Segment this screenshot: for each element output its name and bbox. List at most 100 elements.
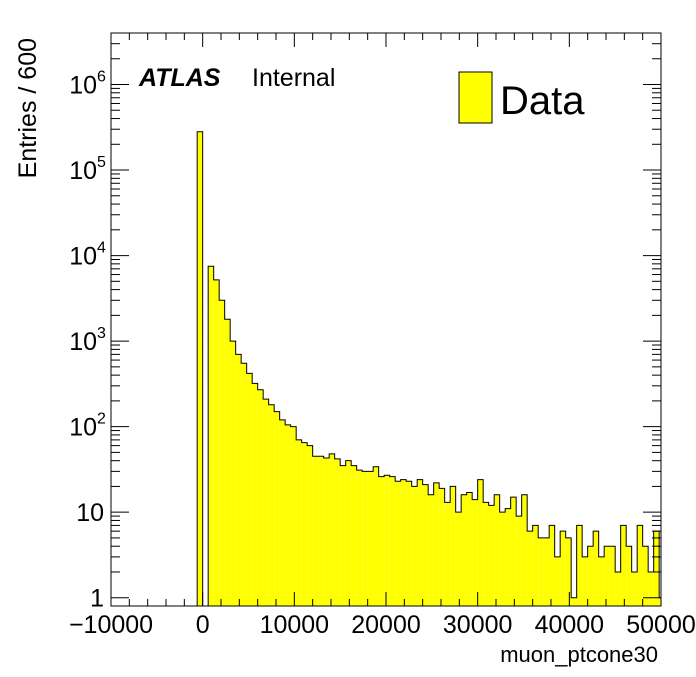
histogram-bar [384,475,390,606]
histogram-bar [312,456,319,606]
histogram-bar [626,546,632,606]
histogram-bar [516,516,522,606]
histogram-bar [477,479,484,606]
histogram-bar [527,531,533,606]
histogram-bar [653,531,660,606]
histogram-bar [318,456,324,606]
y-tick-label: 10 [69,157,97,185]
histogram-bar [571,597,577,606]
histogram-bar [472,499,478,606]
histogram-bar [587,546,594,606]
histogram-bar [301,442,308,606]
histogram-bar [296,439,302,606]
histogram-bar [395,481,401,606]
histogram-bar [334,458,341,606]
y-tick-exponent: 4 [97,240,106,257]
x-tick-label: 40000 [535,611,605,639]
y-tick-label: 10 [69,243,97,271]
x-ticks: −10000 0 10000 20000 30000 40000 50000 [69,33,696,639]
histogram-bar [642,546,649,606]
x-tick-label: 10000 [260,611,330,639]
y-tick-exponent: 2 [97,411,106,428]
histogram-bar [560,531,566,606]
x-tick-label: −10000 [69,611,153,639]
histogram-bar [461,494,467,606]
y-tick-exponent: 5 [97,154,106,171]
histogram-bar [389,476,396,606]
histogram-bar [252,383,258,606]
y-tick-label: 10 [69,414,97,442]
histogram-bar [428,494,434,606]
histogram-bar [362,471,368,606]
histogram-bar [637,525,643,606]
y-tick-label: 10 [76,499,104,527]
histogram-bar [268,404,275,606]
histogram-bar [290,426,297,606]
histogram-bar [307,445,313,606]
histogram-bar [263,399,269,606]
histogram-bar [543,537,550,606]
y-tick-exponent: 6 [97,68,106,85]
histogram-bar [373,466,379,606]
histogram-bar [615,571,621,606]
histogram-bar [345,460,352,606]
histogram-bar [631,571,638,606]
histogram-bar [235,354,242,606]
histogram-bar [576,525,583,606]
histogram-bar [422,484,429,606]
histogram-bar [406,481,412,606]
histogram-bar [450,486,456,606]
y-axis-label: Entries / 600 [14,38,42,178]
histogram-bar [340,465,346,606]
histogram-bar [285,424,291,606]
histogram-bar [257,389,264,606]
histogram-bar [521,494,528,606]
histogram-bar [466,492,473,606]
histogram-bar [323,457,330,606]
histogram-bar [356,470,363,606]
histogram-bar [367,471,374,606]
histogram-bar [609,546,616,606]
histogram-bar [598,556,605,606]
histogram-bar [197,131,203,606]
histogram-bar [510,497,517,606]
histogram-bar [444,502,451,606]
histogram-bar [219,300,225,606]
histogram-bar [241,363,247,606]
histogram-bar [378,476,385,606]
histogram-bar [400,479,407,606]
x-axis-label: muon_ptcone30 [500,642,658,667]
x-tick-label: 30000 [443,611,513,639]
histogram-bar [483,502,489,606]
histogram-bar [532,525,539,606]
y-tick-label: 10 [69,328,97,356]
x-tick-label: 20000 [351,611,421,639]
histogram-bar [224,319,231,606]
x-tick-label: 0 [196,611,210,639]
histogram-bar [433,482,440,606]
legend-entry-data: Data [500,79,585,123]
histogram-bar [488,505,495,606]
histogram-outline [196,131,662,606]
histogram-bar [329,453,335,606]
histogram-bar [593,531,599,606]
histogram-bar [554,556,561,606]
histogram-bar [582,556,588,606]
histogram-bar [620,525,627,606]
histogram-bar [279,419,286,606]
histogram-bar [417,479,423,606]
histogram-bar [439,488,445,606]
histogram-bar [659,597,661,606]
histogram-bar [274,411,280,606]
histogram-bar [538,537,544,606]
histogram-bar [499,512,506,606]
y-tick-label: 1 [90,585,104,613]
histogram-bar [549,525,555,606]
legend-swatch [458,71,493,124]
y-tick-exponent: 3 [97,325,106,342]
x-tick-label: 50000 [626,611,696,639]
histogram-bar [455,512,462,606]
bars-layer [196,131,662,606]
